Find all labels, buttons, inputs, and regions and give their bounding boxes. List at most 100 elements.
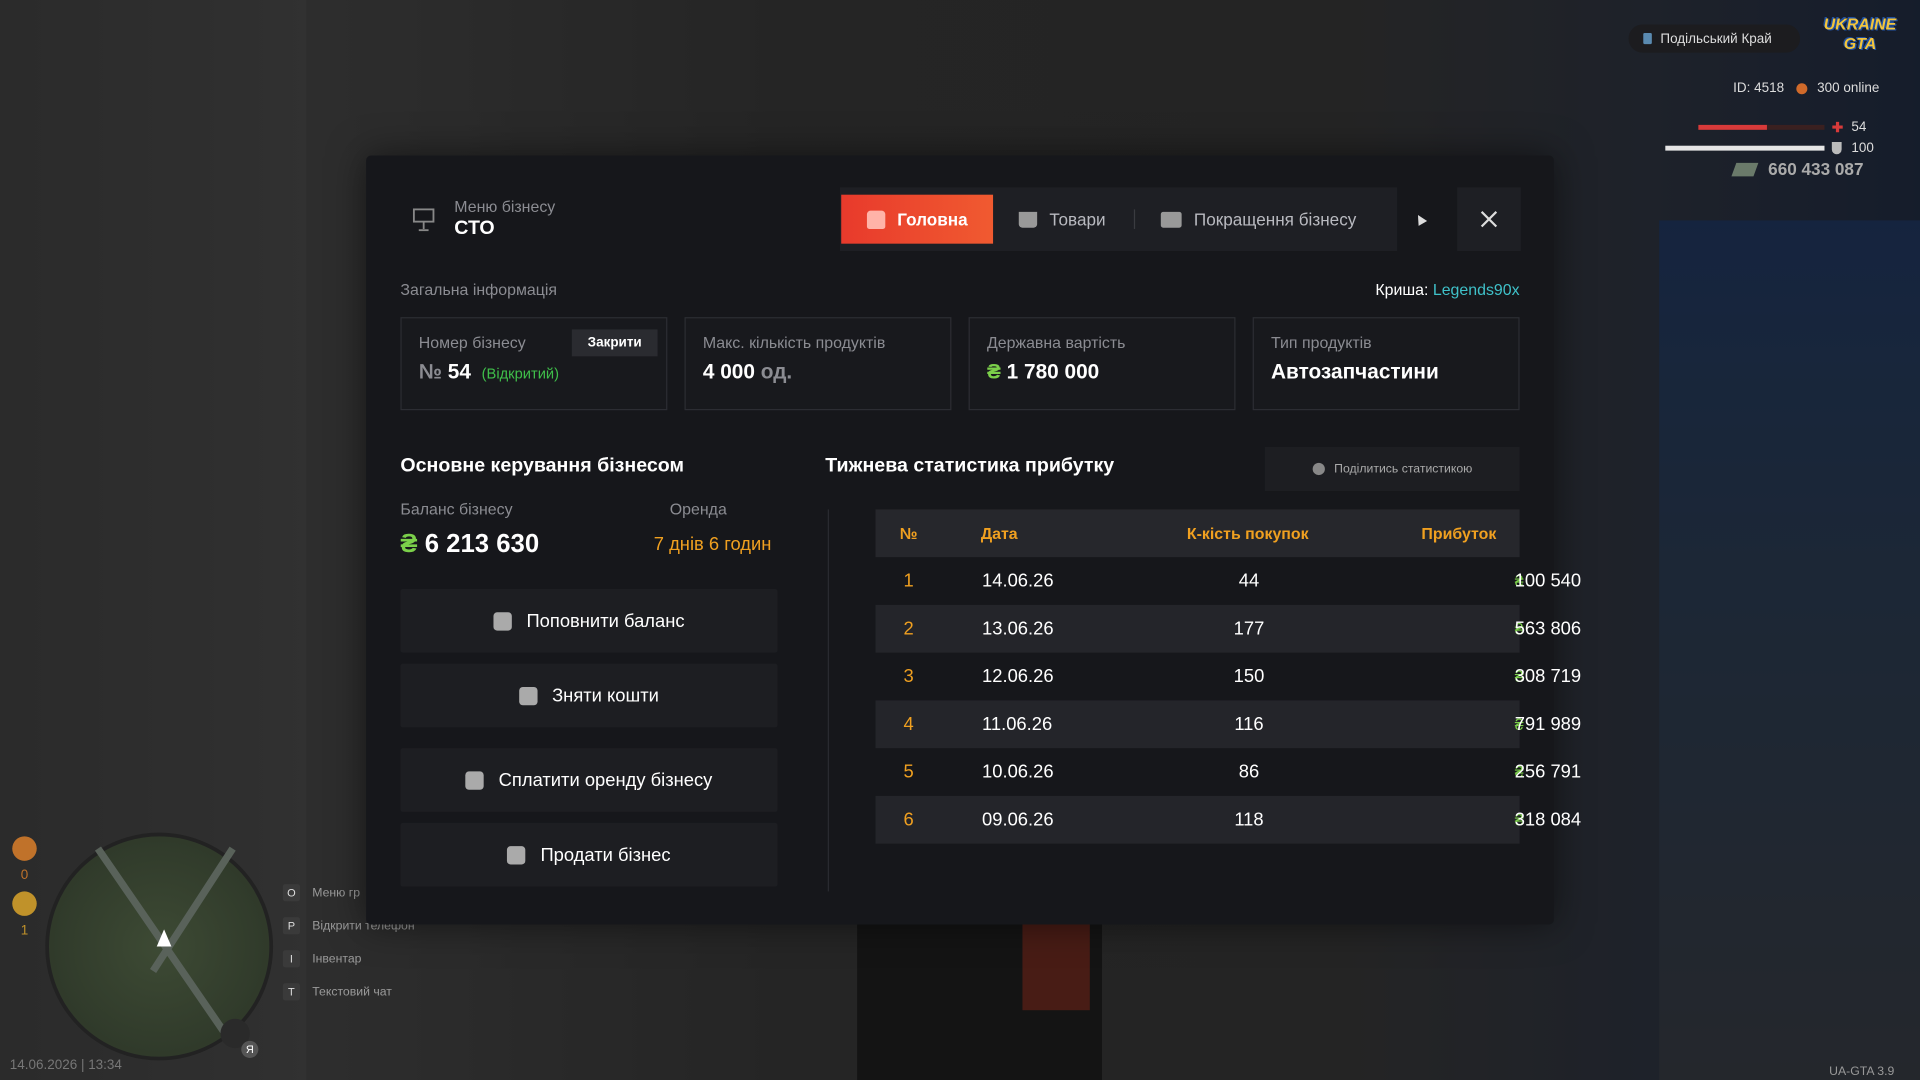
roof-label: Криша: (1375, 280, 1429, 299)
management-title: Основне керування бізнесом (400, 455, 684, 477)
weapon-icon (12, 836, 37, 861)
currency: ₴ (1514, 667, 1524, 686)
currency: ₴ (1514, 571, 1524, 591)
share-icon (1312, 462, 1325, 476)
profit: 563 806 (1514, 618, 1582, 640)
balance: ₴ 6 213 630 (400, 530, 539, 559)
profit: 256 791 (1514, 761, 1582, 783)
action-button[interactable]: Зняти кошти (400, 663, 778, 728)
armor-value: 100 (1851, 140, 1874, 156)
counter: 0 (20, 868, 29, 883)
hint-label: Інвентар (312, 952, 362, 966)
hint: T Текстовий чат (282, 983, 392, 1001)
info-card: Номер бізнесу Закрити № 54 (Відкритий) (400, 317, 668, 411)
business-icon (412, 208, 435, 232)
voice-badge: Я (241, 1040, 259, 1058)
state-value: 1 780 000 (1006, 360, 1100, 384)
minimap-roads (94, 846, 236, 1047)
section-title: Загальна інформація (400, 280, 558, 299)
purchases: 150 (1233, 666, 1265, 687)
card-label: Макс. кількість продуктів (702, 333, 886, 352)
action-button[interactable]: Поповнити баланс (400, 588, 778, 653)
balance-label: Баланс бізнесу (400, 499, 513, 518)
tab-bar: Головна Товари Покращення бізнесу (840, 187, 1398, 252)
card-value: 4 000 од. (703, 360, 792, 384)
home-icon (866, 210, 885, 229)
button-label: Продати бізнес (540, 844, 671, 866)
button-label: Сплатити оренду бізнесу (498, 769, 713, 791)
button-label: Зняти кошти (552, 685, 659, 706)
health-icon: ✚ (1831, 121, 1844, 136)
table-header: № Дата К-кість покупок Прибуток (875, 509, 1520, 558)
share-button[interactable]: Поділитись статистикою (1264, 446, 1520, 492)
tab[interactable]: Покращення бізнесу (1160, 195, 1356, 244)
card-value: № 54 (Відкритий) (419, 360, 559, 384)
basket-icon (1018, 211, 1038, 228)
table-row: 4 11.06.26 116 ₴ 791 989 (875, 700, 1581, 749)
player-id: ID: 4518 (1733, 80, 1785, 96)
currency: ₴ (1514, 715, 1524, 734)
status: (Відкритий) (481, 364, 560, 383)
button-icon (465, 770, 484, 790)
counter: 1 (20, 923, 29, 938)
profit: 318 084 (1514, 809, 1582, 831)
column-header: № (899, 524, 918, 543)
button-icon (507, 845, 526, 864)
health-value: 54 (1851, 120, 1867, 135)
money: 660 433 087 (1768, 159, 1864, 179)
button-label: Поповнити баланс (526, 610, 685, 632)
column-header: Дата (980, 524, 1018, 543)
datetime: 14.06.2026 | 13:34 (9, 1057, 122, 1073)
currency: ₴ (1514, 762, 1524, 782)
menu-title: СТО (454, 217, 495, 239)
bag (1022, 924, 1090, 1011)
business-panel: Меню бізнесу СТО Головна Товари Покращен… (366, 155, 1581, 925)
row-number: 4 (903, 713, 914, 735)
card-label: Номер бізнесу (418, 333, 526, 352)
star-icon (12, 891, 37, 916)
health-bar (1698, 124, 1767, 130)
date: 12.06.26 (982, 666, 1054, 687)
currency: ₴ (1514, 810, 1524, 829)
card-label: Державна вартість (986, 333, 1126, 352)
row-number: 2 (903, 618, 914, 640)
hint: O Меню гр (282, 884, 361, 902)
row-number: 3 (903, 666, 914, 687)
key: T (282, 983, 300, 1001)
rent-value: 7 днів 6 годин (653, 533, 772, 555)
roof-value[interactable]: Legends90x (1432, 280, 1520, 299)
version: UA-GTA 3.9 (1829, 1065, 1895, 1079)
key: P (282, 917, 300, 935)
purchases: 86 (1238, 761, 1260, 783)
armor-icon (1831, 142, 1842, 155)
close-icon (1480, 211, 1498, 228)
action-button[interactable]: Сплатити оренду бізнесу (400, 748, 778, 812)
action-button[interactable]: Продати бізнес (400, 822, 778, 887)
tab-active[interactable]: Головна (841, 194, 994, 244)
profit: 100 540 (1514, 570, 1582, 592)
currency: ₴ (400, 530, 418, 559)
button-icon (519, 686, 538, 705)
close-business-button[interactable]: Закрити (571, 329, 658, 357)
floor (1659, 220, 1920, 1080)
tab[interactable]: Товари (1018, 195, 1106, 244)
hint-label: Меню гр (312, 885, 361, 900)
online-count: 300 online (1817, 80, 1880, 96)
business-number: 54 (447, 360, 471, 384)
currency: ₴ (986, 360, 1001, 384)
balance-value: 6 213 630 (424, 530, 540, 559)
table-row: 3 12.06.26 150 ₴ 308 719 (876, 653, 1581, 701)
armor-bar (1665, 145, 1825, 151)
purchases: 118 (1234, 809, 1264, 831)
table-row: 5 10.06.26 86 ₴ 256 791 (876, 748, 1581, 796)
upgrade-icon (1160, 211, 1182, 228)
profit: 791 989 (1514, 713, 1582, 735)
close-button[interactable] (1457, 187, 1521, 252)
hint-label: Текстовий чат (312, 985, 392, 999)
server-pill: Подільський Край (1628, 24, 1800, 53)
button-icon (493, 611, 512, 630)
column-header: К-кість покупок (1186, 524, 1309, 543)
date: 10.06.26 (982, 761, 1054, 783)
online-dot (1796, 83, 1808, 95)
